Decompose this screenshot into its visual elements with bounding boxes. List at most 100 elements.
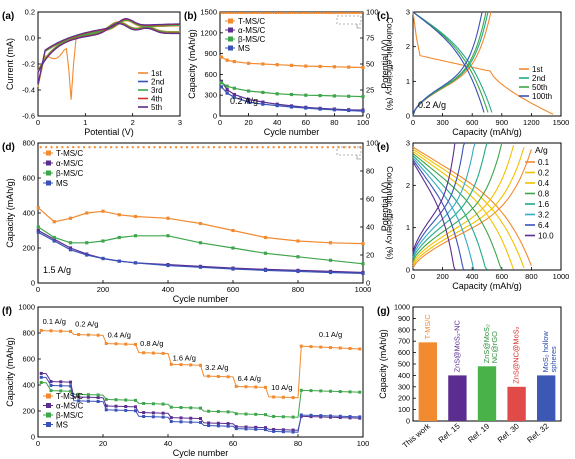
legend-marker [46, 170, 51, 176]
data-point [289, 105, 294, 109]
data-point [289, 63, 294, 67]
x-tick-label: 80 [330, 118, 338, 127]
y-tick-label: 1500 [200, 8, 217, 17]
panel-a: 0 1 2 3 -0.6 -0.4 -0.2 0.0 0.2 Potential (V) Curre… [2, 8, 182, 138]
x-tick-label: 20 [244, 118, 252, 127]
ce-highlight-box [336, 15, 362, 25]
panel-b: 0 20 40 60 80 1000300600900120015000255075100… [184, 8, 395, 138]
ce-point [202, 146, 205, 149]
data-point [234, 427, 238, 431]
legend-label: 0.8 [538, 190, 550, 199]
ce-point [301, 12, 304, 15]
ce-highlight-box [336, 146, 362, 156]
y-tick-label: 1 [406, 223, 410, 232]
y-axis-label: Potential (V) [380, 182, 390, 232]
y-tick-label: 900 [398, 314, 410, 323]
x-tick-label: 900 [496, 118, 509, 127]
data-point [338, 346, 342, 350]
y-tick-label: 100 [398, 405, 410, 414]
data-point [254, 412, 258, 416]
data-point [104, 404, 108, 408]
panel-label: (d) [2, 142, 15, 153]
panel-label: (b) [184, 11, 197, 22]
discharge-curve-100th [412, 11, 485, 113]
legend-label: 50th [532, 83, 548, 92]
data-point [254, 427, 258, 431]
data-point [225, 91, 229, 95]
ce-point [310, 146, 313, 149]
data-point [77, 399, 81, 403]
y-tick-label: 800 [22, 139, 35, 148]
ce-point [50, 146, 53, 149]
ce-point [260, 12, 263, 15]
data-point [86, 395, 90, 399]
data-point [319, 345, 323, 349]
rate-annotation: 1.5 A/g [43, 265, 71, 275]
ce-point [351, 12, 354, 15]
y-axis-label: Capacity (mAh/g) [378, 329, 388, 399]
ce-point [169, 146, 172, 149]
data-point [264, 385, 267, 389]
data-point [189, 406, 193, 410]
data-point [309, 413, 313, 417]
bar [537, 375, 556, 421]
x-tick-label: 40 [273, 118, 281, 127]
legend-marker [46, 150, 51, 156]
data-point [328, 258, 333, 262]
y-axis-label: Potential (V) [380, 39, 390, 89]
ce-point [298, 12, 301, 15]
discharge-curve-0.2 [412, 148, 525, 269]
y-tick-label: 0.2 [25, 8, 35, 17]
data-point [329, 389, 332, 393]
data-point [39, 375, 43, 379]
y-tick-label: 600 [22, 174, 35, 183]
ce-point [224, 12, 227, 15]
y-tick-label: 3 [406, 139, 410, 148]
y-axis-label: Capacity (mAh/g) [5, 178, 15, 248]
data-point [219, 55, 224, 59]
discharge-curve-1.6 [412, 155, 488, 270]
data-point [319, 414, 323, 418]
data-point [234, 425, 238, 429]
data-point [49, 383, 53, 387]
data-point [263, 235, 268, 240]
x-tick-label: 200 [97, 285, 110, 294]
ce-point [115, 146, 118, 149]
data-point [161, 411, 165, 415]
data-point [124, 342, 128, 346]
ce-point [321, 146, 324, 149]
data-point [275, 92, 279, 96]
ce-point [336, 12, 339, 15]
x-tick-label: 200 [436, 272, 449, 281]
legend-label: 0.4 [538, 179, 550, 188]
data-point [225, 84, 229, 88]
ce-point [246, 12, 249, 15]
legend-label: 5th [151, 103, 162, 112]
y2-tick-label: 80 [366, 167, 374, 176]
data-point [101, 256, 105, 261]
x-category-label: Ref. 19 [466, 422, 491, 445]
y2-axis-label: Coulombic efficiency (%) [385, 166, 395, 260]
x-tick-label: 400 [162, 285, 175, 294]
data-point [101, 239, 105, 243]
data-point [86, 333, 90, 337]
ce-point [299, 146, 302, 149]
y2-tick-label: 0 [366, 279, 370, 288]
ce-point [360, 12, 363, 15]
data-point [52, 239, 56, 243]
data-point [296, 239, 300, 243]
data-point [169, 362, 173, 366]
data-point [332, 65, 336, 69]
ce-point [327, 12, 330, 15]
data-point [142, 411, 146, 415]
ce-point [296, 12, 299, 15]
ce-point [320, 12, 323, 15]
data-point [189, 363, 193, 367]
data-point [77, 395, 81, 399]
data-point [85, 253, 89, 257]
ce-point [310, 12, 313, 15]
data-point [198, 221, 203, 226]
data-point [52, 235, 56, 240]
ce-point [207, 146, 210, 149]
x-tick-label: 3 [178, 118, 182, 127]
